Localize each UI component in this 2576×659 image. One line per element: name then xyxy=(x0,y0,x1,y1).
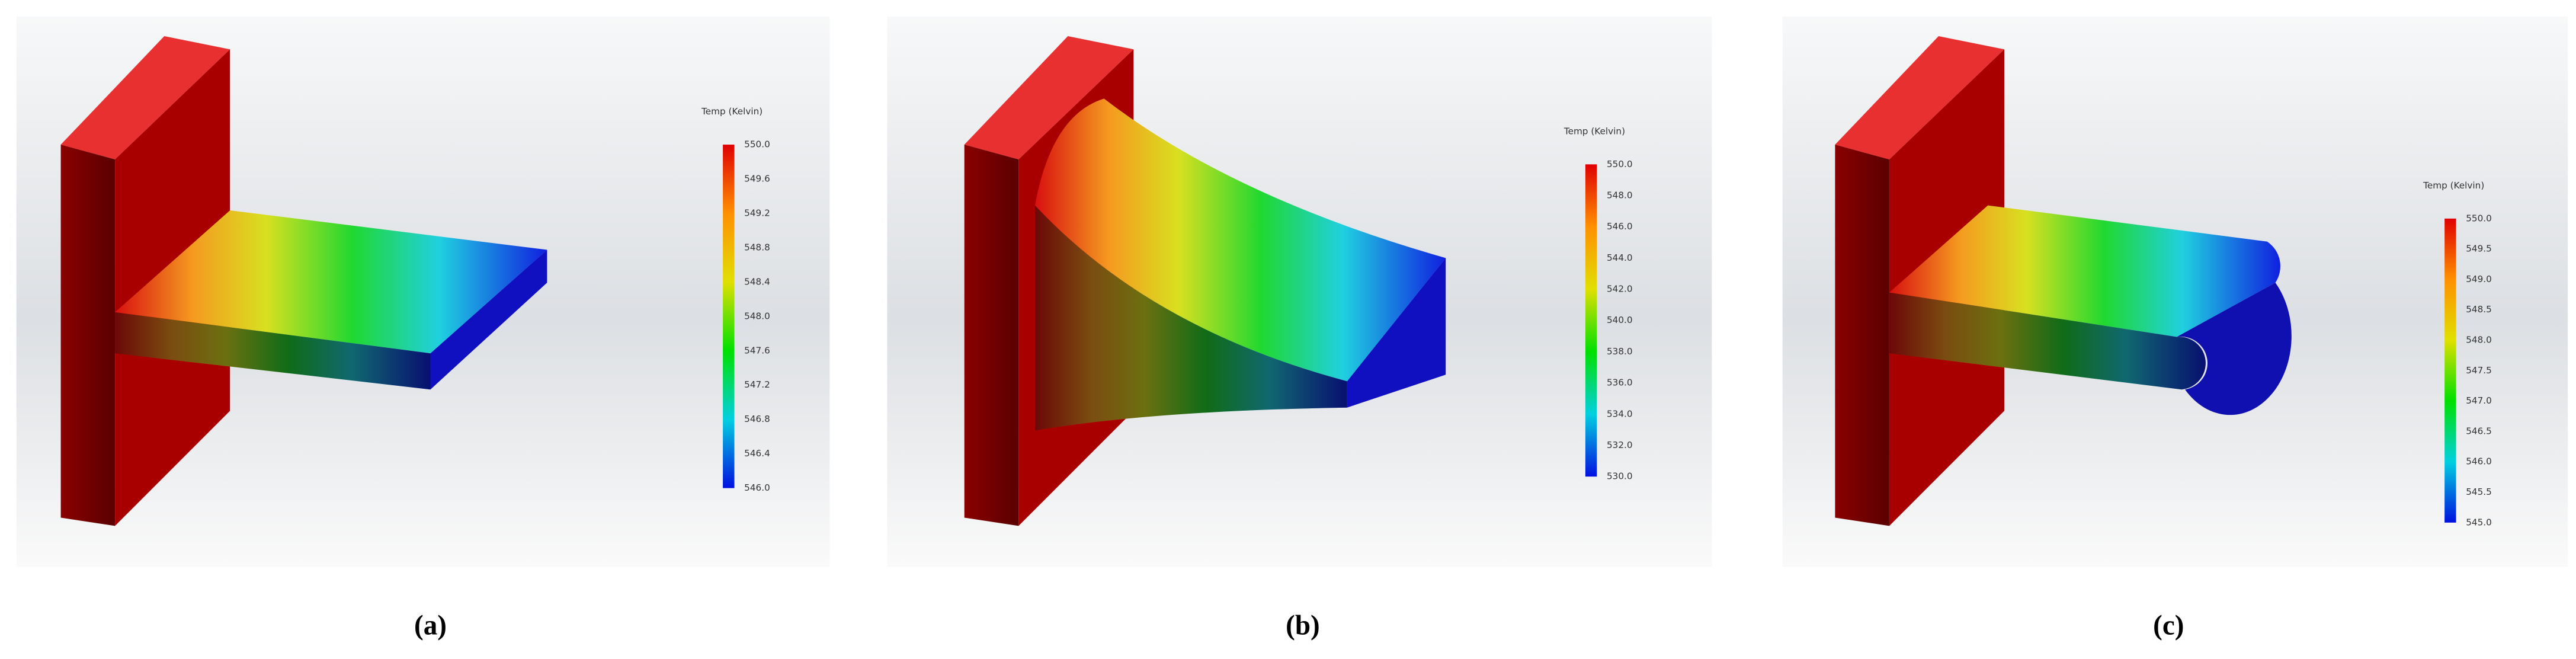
model xyxy=(60,36,547,526)
legend-tick-label: 536.0 xyxy=(1607,378,1633,388)
legend-tick-label: 540.0 xyxy=(1607,315,1633,325)
legend-tick-label: 538.0 xyxy=(1607,346,1633,357)
plate-side xyxy=(1835,145,1889,526)
legend-tick-label: 550.0 xyxy=(1607,159,1633,169)
legend-tick-label: 547.2 xyxy=(744,379,770,390)
legend-tick-label: 546.0 xyxy=(744,482,770,493)
legend-tick-label: 546.4 xyxy=(744,448,770,459)
plate-top xyxy=(60,36,230,159)
model xyxy=(964,36,1446,526)
legend-tick-label: 549.6 xyxy=(744,173,770,184)
fin-shade xyxy=(1889,292,2206,390)
fin-end xyxy=(1347,258,1446,408)
legend-tick-label: 549.0 xyxy=(2466,274,2492,284)
legend-tick-label: 547.5 xyxy=(2466,365,2492,376)
legend-tick-label: 549.5 xyxy=(2466,244,2492,254)
plate-side xyxy=(60,145,116,526)
legend-tick-label: 548.0 xyxy=(2466,335,2492,346)
legend-tick-label: 546.0 xyxy=(1607,221,1633,232)
legend-tick-label: 542.0 xyxy=(1607,284,1633,295)
caption: (b) xyxy=(1286,610,1320,641)
legend-tick-label: 532.0 xyxy=(1607,440,1633,450)
fin-end xyxy=(2177,282,2292,415)
legend-tick-label: 548.0 xyxy=(1607,190,1633,201)
fin-top xyxy=(1034,98,1446,382)
legend-title: Temp (Kelvin) xyxy=(2423,180,2484,191)
plate-side xyxy=(964,145,1019,526)
legend-tick-label: 548.0 xyxy=(744,311,770,321)
fin-shade xyxy=(1034,205,1347,431)
fin-top xyxy=(1889,205,2280,337)
legend-tick-label: 547.6 xyxy=(744,345,770,356)
model xyxy=(1835,36,2292,526)
plate-top xyxy=(964,36,1134,159)
legend-tick-label: 548.8 xyxy=(744,242,770,252)
legend-tick-label: 548.5 xyxy=(2466,304,2492,315)
fin-end xyxy=(430,249,547,390)
legend-tick-label: 546.5 xyxy=(2466,426,2492,436)
legend-tick-label: 545.5 xyxy=(2466,487,2492,497)
legend-tick-label: 546.8 xyxy=(744,414,770,424)
legend-tick-label: 548.4 xyxy=(744,276,770,287)
color-bar xyxy=(2444,218,2456,523)
legend-title: Temp (Kelvin) xyxy=(701,106,762,117)
panel: Temp (Kelvin) 550.0 549.5 549.0 548.5 548.0 54… xyxy=(1782,16,2568,641)
fin-shade xyxy=(115,312,431,390)
legend-tick-label: 534.0 xyxy=(1607,408,1633,419)
caption: (c) xyxy=(2153,610,2184,641)
legend-tick-label: 547.0 xyxy=(2466,395,2492,406)
panel: Temp (Kelvin) 550.0 548.0 546.0 544.0 542.0 54… xyxy=(887,16,1712,641)
plate-top xyxy=(1835,36,2005,159)
legend-tick-label: 544.0 xyxy=(1607,252,1633,263)
color-bar xyxy=(1585,164,1597,477)
legend-tick-label: 550.0 xyxy=(744,139,770,150)
panel: Temp (Kelvin) 550.0 549.6 549.2 548.8 548.4 54… xyxy=(16,16,830,641)
fin-top xyxy=(115,210,547,354)
legend-tick-label: 550.0 xyxy=(2466,213,2492,223)
legend-title: Temp (Kelvin) xyxy=(1563,126,1625,136)
legend-tick-label: 546.0 xyxy=(2466,456,2492,467)
color-bar xyxy=(723,145,735,488)
legend-tick-label: 545.0 xyxy=(2466,517,2492,527)
legend-tick-label: 549.2 xyxy=(744,207,770,218)
legend-tick-label: 530.0 xyxy=(1607,471,1633,482)
caption: (a) xyxy=(414,610,447,641)
